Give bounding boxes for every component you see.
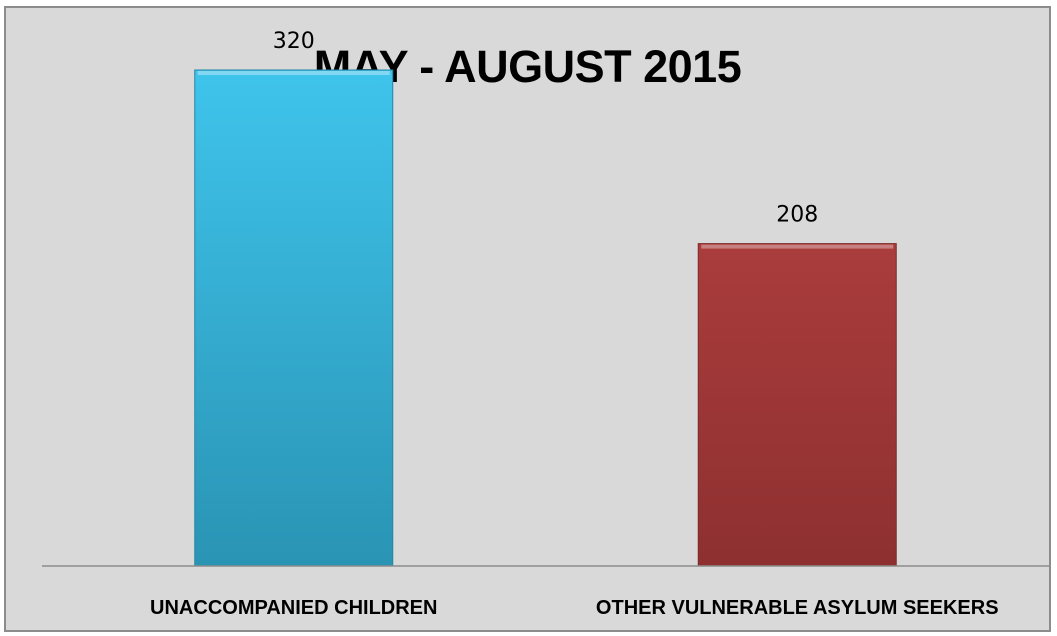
bar-chart-plot: 320 UNACCOMPANIED CHILDREN 208 OTHER VULNER… bbox=[42, 29, 1049, 619]
data-label-1: 320 bbox=[273, 29, 315, 54]
bar-2 bbox=[697, 243, 897, 567]
category-label-1: UNACCOMPANIED CHILDREN bbox=[150, 597, 437, 619]
chart-area: MAY - AUGUST 2015 320 UNACCOMPANIED CHILD… bbox=[4, 6, 1051, 632]
bar-1-highlight bbox=[197, 71, 390, 75]
data-label-2: 208 bbox=[776, 203, 818, 228]
bar-1 bbox=[194, 69, 394, 567]
category-label-2: OTHER VULNERABLE ASYLUM SEEKERS bbox=[596, 597, 999, 619]
bar-2-highlight bbox=[701, 244, 894, 249]
